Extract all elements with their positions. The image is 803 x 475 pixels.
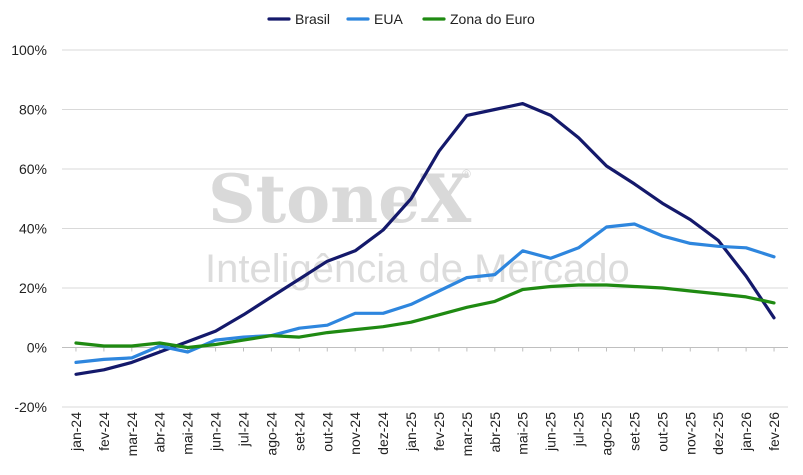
x-tick-label: fev-24: [96, 412, 112, 451]
y-tick-label: 60%: [19, 161, 47, 177]
x-tick-label: jul-25: [571, 412, 587, 447]
x-tick-label: dez-25: [710, 412, 726, 455]
x-tick-label: ago-25: [599, 412, 615, 456]
x-tick-label: mar-24: [124, 412, 140, 457]
x-tick-label: out-25: [654, 412, 670, 452]
x-tick-label: abr-24: [152, 412, 168, 453]
x-tick-label: jan-26: [738, 412, 754, 452]
series-layer: [74, 101, 776, 376]
series-line-zona-do-euro: [74, 283, 776, 350]
x-tick-label: abr-25: [487, 412, 503, 453]
x-tick-label: dez-24: [375, 412, 391, 455]
x-tick-label: jun-24: [208, 412, 224, 452]
watermark-brand: StoneX: [208, 160, 472, 238]
legend-label: Zona do Euro: [450, 11, 535, 27]
y-tick-label: 0%: [27, 340, 47, 356]
x-tick-label: mai-24: [180, 412, 196, 455]
x-tick-label: set-24: [291, 412, 307, 451]
x-tick-label: jun-25: [543, 412, 559, 452]
x-tick-label: fev-25: [431, 412, 447, 451]
x-tick-label: ago-24: [263, 412, 279, 456]
y-tick-label: -20%: [14, 399, 47, 415]
series-line-brasil: [74, 101, 776, 376]
x-tick-label: mai-25: [515, 412, 531, 455]
x-tick-label: nov-25: [682, 412, 698, 455]
x-tick-label: mar-25: [459, 412, 475, 457]
x-tick-label: out-24: [319, 412, 335, 452]
x-tick-label: fev-26: [766, 412, 782, 451]
y-tick-label: 80%: [19, 102, 47, 118]
x-tick-label: jan-24: [68, 412, 84, 452]
series-line-eua: [74, 222, 776, 364]
y-tick-label: 100%: [11, 42, 47, 58]
x-tick-label: set-25: [626, 412, 642, 451]
x-tick-label: jul-24: [236, 412, 252, 447]
watermark-registered-mark: ®: [462, 167, 471, 181]
legend: Brasil EUA Zona do Euro: [267, 11, 535, 27]
grid: [62, 49, 788, 408]
legend-label: Brasil: [295, 11, 330, 27]
legend-label: EUA: [374, 11, 403, 27]
x-tick-label: jan-25: [403, 412, 419, 452]
x-tick-label: nov-24: [347, 412, 363, 455]
x-axis: jan-24 fev-24 mar-24 abr-24 mai-24 jun-24 jul-…: [68, 347, 782, 457]
y-tick-label: 40%: [19, 221, 47, 237]
y-tick-label: 20%: [19, 280, 47, 296]
y-axis: -20% 0% 20% 40% 60% 80% 100%: [11, 42, 47, 415]
watermark: StoneX ® Inteligência de Mercado: [205, 160, 630, 291]
